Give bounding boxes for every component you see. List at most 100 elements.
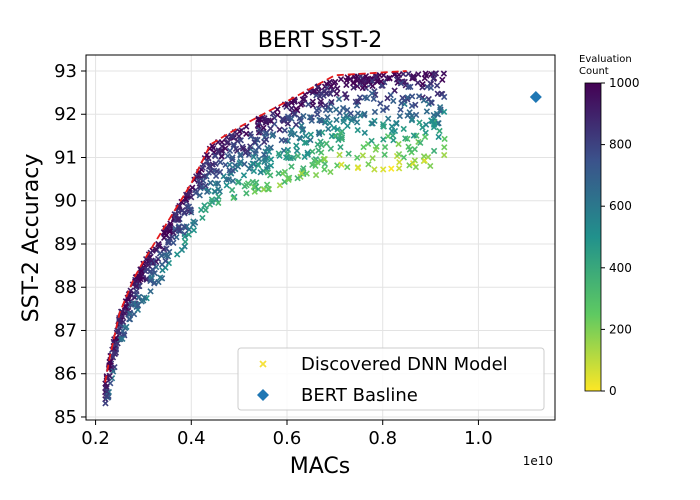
data-point-x — [321, 160, 329, 168]
data-point-x — [103, 388, 110, 395]
data-point-x — [147, 288, 154, 295]
data-point-x — [138, 267, 145, 275]
data-point-x — [234, 163, 242, 170]
data-point-x — [183, 203, 191, 210]
x-tick-label: 1.0 — [464, 428, 493, 449]
data-point-x — [186, 189, 193, 196]
data-point-x — [229, 177, 237, 185]
y-tick-label: 87 — [54, 320, 77, 341]
data-point-x — [145, 262, 152, 269]
data-point-x — [213, 168, 221, 175]
data-point-x — [284, 114, 292, 122]
data-point-x — [178, 246, 186, 254]
data-point-x — [385, 115, 392, 122]
data-point-x — [161, 230, 169, 237]
data-point-x — [234, 179, 242, 186]
data-point-x — [196, 192, 203, 199]
data-point-x — [185, 203, 193, 210]
data-point-x — [250, 153, 257, 161]
data-point-x — [395, 140, 402, 148]
data-point-x — [339, 104, 347, 112]
data-point-x — [261, 158, 268, 166]
data-point-x — [201, 173, 208, 180]
data-point-x — [158, 252, 165, 259]
data-point-x — [335, 136, 342, 144]
data-point-x — [265, 117, 272, 124]
data-point-x — [148, 274, 155, 281]
data-point-x — [396, 112, 404, 120]
data-point-x — [243, 190, 250, 197]
data-point-x — [388, 123, 396, 130]
data-point-x — [405, 70, 412, 77]
data-point-x — [441, 93, 448, 101]
colorbar-ticks: 0 200 400 600 800 1000 — [601, 76, 640, 398]
data-point-x — [404, 94, 411, 101]
data-point-x — [250, 167, 258, 175]
x-axis-multiplier: 1e10 — [523, 454, 553, 468]
data-point-x — [181, 209, 188, 216]
data-point-x — [257, 169, 264, 176]
data-point-x — [334, 85, 341, 92]
data-point-x — [102, 400, 109, 407]
data-point-x — [397, 80, 405, 87]
x-tick-label: 0.6 — [273, 428, 302, 449]
data-point-x — [134, 301, 142, 309]
y-axis-ticks: 85 86 87 88 89 90 91 92 93 — [54, 61, 86, 428]
data-point-x — [294, 152, 302, 160]
data-point-x — [395, 75, 402, 82]
data-point-x — [379, 121, 387, 128]
data-point-x — [356, 94, 364, 101]
data-point-x — [217, 159, 224, 166]
data-point-x — [381, 143, 389, 151]
data-point-x — [127, 301, 135, 308]
data-point-x — [267, 125, 274, 132]
data-point-x — [288, 163, 295, 170]
data-point-x — [297, 101, 305, 108]
data-point-x — [303, 139, 310, 146]
data-point-x — [276, 126, 283, 133]
data-point-x — [428, 117, 435, 124]
data-point-x — [389, 132, 397, 139]
data-point-x — [136, 293, 143, 301]
data-point-x — [255, 115, 262, 122]
data-point-x — [164, 253, 172, 260]
data-point-x — [134, 306, 142, 313]
data-point-x — [215, 148, 222, 156]
data-point-x — [415, 93, 423, 100]
data-point-x — [190, 218, 197, 225]
data-point-x — [226, 147, 234, 154]
data-point-x — [287, 129, 294, 137]
data-point-x — [198, 183, 205, 190]
y-tick-label: 86 — [54, 364, 77, 385]
data-point-x — [148, 257, 155, 264]
data-point-x — [423, 72, 430, 79]
data-point-x — [173, 251, 181, 258]
data-point-x — [263, 181, 271, 188]
data-point-x — [262, 136, 270, 143]
data-point-x — [327, 168, 334, 176]
colorbar-title-line2: Count — [579, 66, 609, 77]
data-point-x — [181, 233, 188, 240]
data-point-x — [225, 139, 232, 146]
data-point-x — [176, 202, 183, 210]
data-point-x — [396, 159, 403, 166]
colorbar-gradient — [584, 82, 602, 392]
data-point-x — [321, 155, 328, 163]
data-point-x — [390, 97, 397, 105]
data-point-x — [126, 316, 134, 323]
colorbar-tick-label: 600 — [609, 199, 632, 213]
y-tick-label: 85 — [54, 407, 77, 428]
data-point-x — [415, 71, 422, 78]
data-point-x — [253, 179, 260, 186]
data-point-x — [314, 84, 321, 91]
legend: Discovered DNN Model BERT Basline — [237, 347, 545, 411]
data-point-x — [207, 179, 214, 187]
data-point-x — [388, 127, 396, 135]
data-point-x — [323, 140, 330, 147]
x-tick-label: 0.8 — [368, 428, 397, 449]
data-point-x — [255, 155, 263, 163]
data-point-x — [163, 245, 170, 252]
data-point-x — [354, 98, 362, 105]
data-point-x — [361, 110, 368, 117]
